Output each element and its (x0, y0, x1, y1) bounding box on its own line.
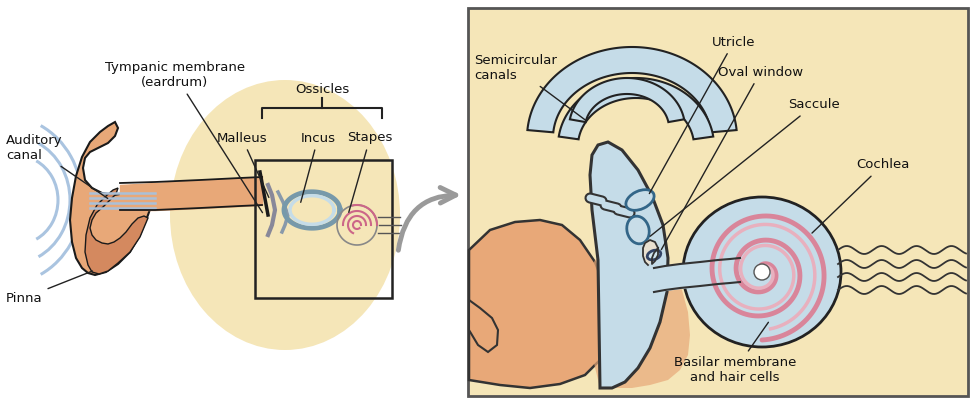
Text: Saccule: Saccule (650, 99, 839, 236)
Bar (255, 160, 392, 298)
Ellipse shape (170, 80, 400, 350)
Ellipse shape (647, 250, 661, 260)
Ellipse shape (627, 216, 649, 244)
Bar (468, 8, 968, 396)
Polygon shape (85, 188, 148, 274)
Text: Auditory
canal: Auditory canal (6, 134, 107, 198)
Polygon shape (469, 220, 610, 388)
Text: Semicircular
canals: Semicircular canals (474, 54, 586, 120)
Text: Malleus: Malleus (216, 131, 269, 198)
Polygon shape (643, 240, 658, 265)
Ellipse shape (683, 197, 841, 347)
Polygon shape (588, 248, 690, 388)
Polygon shape (559, 78, 714, 139)
Text: Basilar membrane
and hair cells: Basilar membrane and hair cells (674, 322, 797, 384)
Text: Ossicles: Ossicles (294, 83, 349, 96)
Text: Tympanic membrane
(eardrum): Tympanic membrane (eardrum) (105, 61, 262, 213)
Polygon shape (469, 300, 498, 352)
Text: Cochlea: Cochlea (812, 158, 910, 233)
Polygon shape (569, 78, 684, 122)
Text: Oval window: Oval window (661, 65, 803, 250)
Polygon shape (590, 142, 668, 388)
Polygon shape (527, 47, 736, 133)
Polygon shape (70, 122, 156, 275)
Text: Stapes: Stapes (347, 131, 393, 213)
Ellipse shape (626, 189, 654, 210)
Text: Pinna: Pinna (6, 271, 93, 305)
Circle shape (754, 264, 770, 280)
Text: Utricle: Utricle (649, 36, 756, 194)
Text: Incus: Incus (300, 131, 335, 202)
